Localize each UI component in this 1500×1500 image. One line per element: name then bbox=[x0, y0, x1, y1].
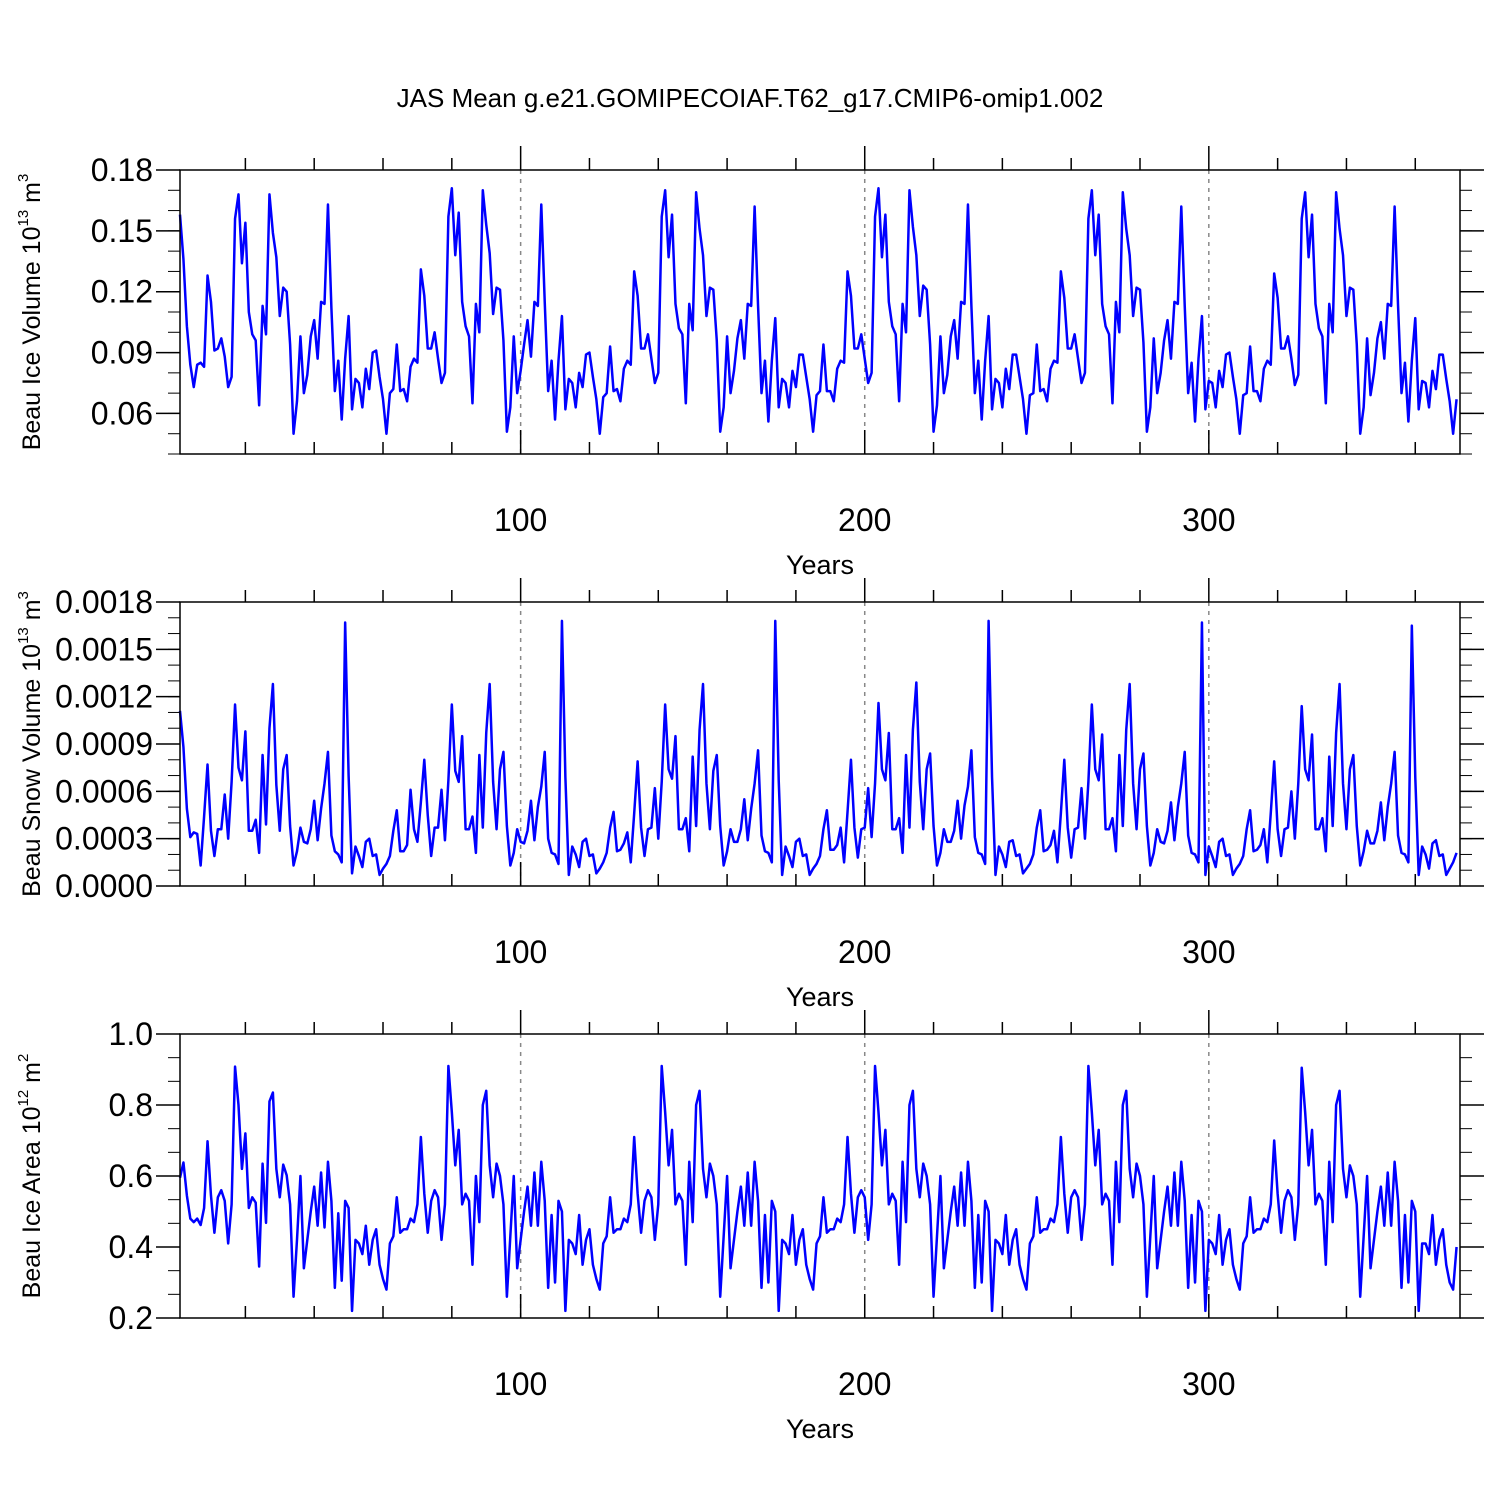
x-tick-label: 100 bbox=[494, 934, 547, 970]
y-tick-label: 0.12 bbox=[91, 274, 153, 310]
x-tick-label: 200 bbox=[838, 1366, 891, 1402]
panel-2: 0.0000 0.0003 0.0006 0.0009 0.0012 0.0015 0.00… bbox=[15, 578, 1484, 1012]
y-tick-label: 0.18 bbox=[91, 152, 153, 188]
y-tick-label: 0.0009 bbox=[55, 726, 153, 762]
y-tick-label: 0.06 bbox=[91, 395, 153, 431]
x-tick-label: 300 bbox=[1182, 934, 1235, 970]
plot-frame bbox=[179, 169, 1461, 455]
y-tick-label: 1.0 bbox=[109, 1016, 153, 1052]
panel-1: 0.06 0.09 0.12 0.15 0.18 100 200 300 Years Beau I… bbox=[15, 146, 1484, 580]
x-axis-label: Years bbox=[786, 1414, 854, 1444]
y-tick-label: 0.0012 bbox=[55, 679, 153, 715]
series-line bbox=[178, 619, 1458, 877]
y-axis-label: Beau Ice Volume 1013 m3 bbox=[15, 174, 46, 451]
y-tick-label: 0.8 bbox=[109, 1087, 153, 1123]
y-tick-label: 0.6 bbox=[109, 1158, 153, 1194]
y-axis-label: Beau Ice Area 1012 m2 bbox=[15, 1054, 46, 1299]
y-axis-label: Beau Snow Volume 1013 m3 bbox=[15, 591, 46, 897]
y-tick-label: 0.0018 bbox=[55, 584, 153, 620]
y-tick-label: 0.0000 bbox=[55, 868, 153, 904]
y-tick-label: 0.15 bbox=[91, 213, 153, 249]
y-tick-label: 0.0006 bbox=[55, 773, 153, 809]
y-tick-label: 0.0015 bbox=[55, 631, 153, 667]
x-tick-label: 200 bbox=[838, 502, 891, 538]
x-tick-label: 100 bbox=[494, 502, 547, 538]
y-tick-label: 0.09 bbox=[91, 335, 153, 371]
x-axis-label: Years bbox=[786, 982, 854, 1012]
y-tick-label: 0.4 bbox=[109, 1229, 153, 1265]
x-tick-label: 300 bbox=[1182, 502, 1235, 538]
y-tick-label: 0.2 bbox=[109, 1300, 153, 1336]
x-tick-label: 300 bbox=[1182, 1366, 1235, 1402]
panel-3: 0.2 0.4 0.6 0.8 1.0 100 200 300 Years Beau Ice Ar… bbox=[15, 1010, 1484, 1444]
x-axis-label: Years bbox=[786, 550, 854, 580]
series-line bbox=[178, 187, 1458, 435]
y-tick-label: 0.0003 bbox=[55, 821, 153, 857]
x-tick-label: 200 bbox=[838, 934, 891, 970]
series-line bbox=[178, 1064, 1458, 1313]
plot-frame bbox=[179, 1033, 1461, 1319]
chart-title: JAS Mean g.e21.GOMIPECOIAF.T62_g17.CMIP6… bbox=[397, 83, 1104, 113]
x-tick-label: 100 bbox=[494, 1366, 547, 1402]
